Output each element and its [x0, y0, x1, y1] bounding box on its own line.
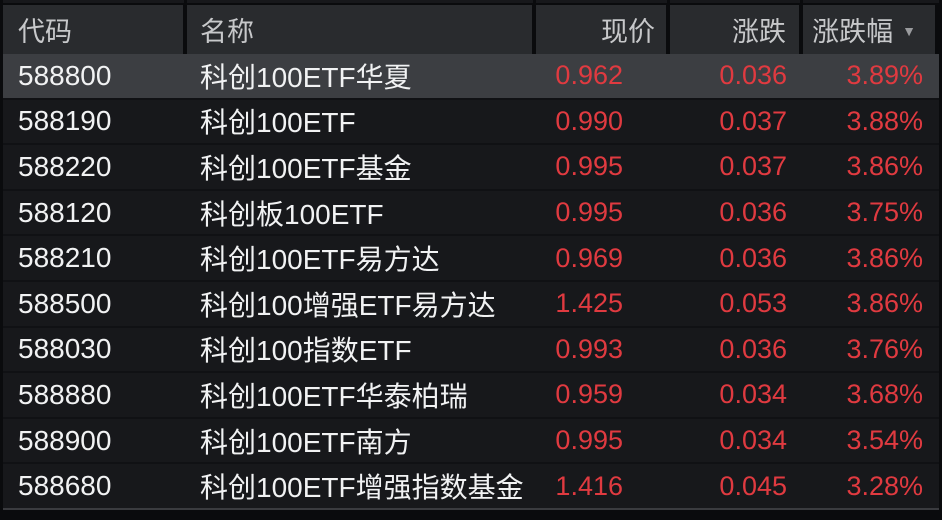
- code-cell: 588800: [18, 59, 112, 91]
- column-header-code-label: 代码: [18, 17, 72, 47]
- change-pct-cell: 3.28%: [846, 470, 923, 501]
- change-pct-cell: 3.68%: [846, 379, 923, 410]
- table-row[interactable]: 588220 科创100ETF基金 0.995 0.037 3.86%: [3, 145, 939, 191]
- column-header-price-label: 现价: [601, 17, 655, 47]
- table-row[interactable]: 588210 科创100ETF易方达 0.969 0.036 3.86%: [3, 236, 939, 282]
- code-cell: 588190: [18, 105, 112, 137]
- column-header-change[interactable]: 涨跌: [670, 5, 803, 54]
- column-header-change-pct[interactable]: 涨跌幅 ▼: [803, 5, 939, 54]
- table-row[interactable]: 588900 科创100ETF南方 0.995 0.034 3.54%: [3, 418, 939, 465]
- name-cell: 科创100ETF易方达: [200, 244, 440, 276]
- price-cell: 1.425: [555, 288, 623, 319]
- change-pct-cell: 3.86%: [846, 151, 923, 182]
- code-cell: 588210: [18, 242, 112, 274]
- price-cell: 1.416: [555, 470, 623, 501]
- change-cell: 0.034: [719, 425, 787, 456]
- column-header-price[interactable]: 现价: [536, 5, 670, 54]
- price-cell: 0.959: [555, 379, 623, 410]
- sort-desc-icon: ▼: [902, 22, 916, 39]
- table-body: 588800 科创100ETF华夏 0.962 0.036 3.89% 5881…: [3, 54, 939, 510]
- table-row[interactable]: 588880 科创100ETF华泰柏瑞 0.959 0.034 3.68%: [3, 373, 939, 419]
- table-row[interactable]: 588680 科创100ETF增强指数基金 1.416 0.045 3.28%: [3, 464, 939, 510]
- name-cell: 科创100ETF南方: [200, 426, 412, 458]
- code-cell: 588220: [18, 150, 112, 182]
- name-cell: 科创100ETF华泰柏瑞: [200, 380, 468, 412]
- change-cell: 0.045: [719, 470, 787, 501]
- name-cell: 科创板100ETF: [200, 198, 384, 230]
- column-header-change-label: 涨跌: [732, 17, 786, 47]
- change-pct-cell: 3.54%: [846, 425, 923, 456]
- change-cell: 0.053: [719, 288, 787, 319]
- change-pct-cell: 3.76%: [846, 333, 923, 364]
- table-row[interactable]: 588500 科创100增强ETF易方达 1.425 0.053 3.86%: [3, 281, 939, 328]
- change-cell: 0.037: [719, 151, 787, 182]
- price-cell: 0.995: [555, 151, 623, 182]
- code-cell: 588880: [18, 378, 112, 410]
- column-header-change-pct-label: 涨跌幅: [812, 17, 894, 47]
- price-cell: 0.995: [555, 425, 623, 456]
- column-header-name[interactable]: 名称: [187, 5, 536, 54]
- change-cell: 0.036: [719, 333, 787, 364]
- table-header: 代码 名称 现价 涨跌 涨跌幅 ▼: [3, 5, 939, 54]
- name-cell: 科创100ETF增强指数基金: [200, 472, 524, 504]
- change-pct-cell: 3.86%: [846, 288, 923, 319]
- code-cell: 588680: [18, 470, 112, 502]
- price-cell: 0.995: [555, 197, 623, 228]
- cropped-row-sliver: [3, 0, 939, 5]
- price-cell: 0.962: [555, 60, 623, 91]
- change-cell: 0.036: [719, 242, 787, 273]
- price-cell: 0.990: [555, 105, 623, 136]
- name-cell: 科创100ETF: [200, 107, 356, 139]
- price-cell: 0.969: [555, 242, 623, 273]
- change-cell: 0.036: [719, 197, 787, 228]
- code-cell: 588900: [18, 424, 112, 456]
- code-cell: 588030: [18, 333, 112, 365]
- change-pct-cell: 3.88%: [846, 105, 923, 136]
- column-header-code[interactable]: 代码: [3, 5, 187, 54]
- table-row[interactable]: 588190 科创100ETF 0.990 0.037 3.88%: [3, 99, 939, 146]
- change-pct-cell: 3.89%: [846, 60, 923, 91]
- change-pct-cell: 3.75%: [846, 197, 923, 228]
- change-cell: 0.037: [719, 105, 787, 136]
- bottom-edge: [3, 509, 939, 520]
- name-cell: 科创100ETF华夏: [200, 61, 412, 93]
- change-cell: 0.034: [719, 379, 787, 410]
- table-row[interactable]: 588800 科创100ETF华夏 0.962 0.036 3.89%: [3, 54, 939, 100]
- price-cell: 0.993: [555, 333, 623, 364]
- code-cell: 588500: [18, 287, 112, 319]
- column-header-name-label: 名称: [200, 17, 254, 47]
- name-cell: 科创100增强ETF易方达: [200, 289, 496, 321]
- name-cell: 科创100指数ETF: [200, 335, 412, 367]
- code-cell: 588120: [18, 196, 112, 228]
- name-cell: 科创100ETF基金: [200, 152, 412, 184]
- change-pct-cell: 3.86%: [846, 242, 923, 273]
- change-cell: 0.036: [719, 60, 787, 91]
- table-row[interactable]: 588120 科创板100ETF 0.995 0.036 3.75%: [3, 190, 939, 237]
- table-row[interactable]: 588030 科创100指数ETF 0.993 0.036 3.76%: [3, 327, 939, 374]
